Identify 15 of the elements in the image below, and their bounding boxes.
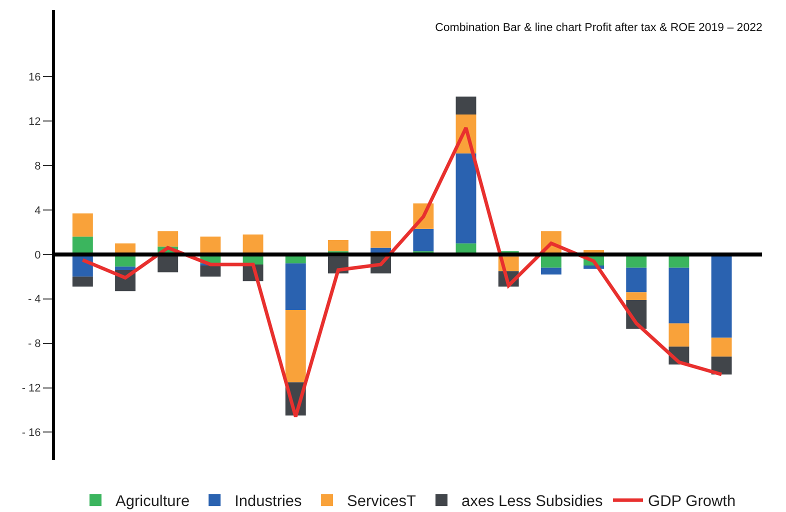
text: Combination Bar & line chart Profit after tax & ROE 2019 – 2022 xyxy=(435,22,762,34)
y-tick-label: 8 xyxy=(34,160,41,172)
legend-label: Agriculture xyxy=(116,493,190,510)
y-tick-label: - 8 xyxy=(28,338,41,350)
legend-label: ServicesT xyxy=(347,493,416,510)
y-tick-label: 16 xyxy=(28,72,41,84)
y-tick-label: 0 xyxy=(34,249,41,262)
y-tick-label: 12 xyxy=(28,116,41,128)
y-tick-label: - 4 xyxy=(28,294,41,306)
legend-label: GDP Growth xyxy=(648,493,736,510)
y-tick-label: 4 xyxy=(34,204,41,217)
legend-label: Industries xyxy=(234,493,302,510)
y-tick-label: - 16 xyxy=(22,427,41,440)
y-tick-label: - 12 xyxy=(22,382,41,395)
legend-label: axes Less Subsidies xyxy=(461,493,604,510)
